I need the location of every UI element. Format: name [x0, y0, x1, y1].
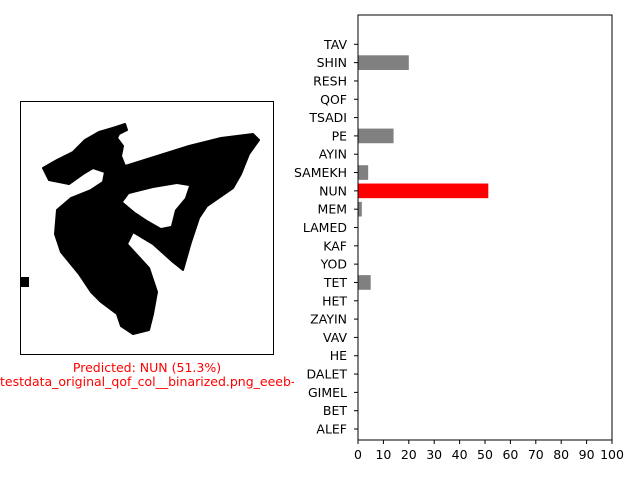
bar-samekh — [358, 165, 369, 180]
bar-nun — [358, 183, 489, 199]
x-tick-label-20: 20 — [401, 447, 417, 462]
y-tick-label-resh: RESH — [313, 73, 347, 88]
y-tick-label-bet: BET — [323, 403, 347, 418]
y-tick-label-samekh: SAMEKH — [294, 165, 347, 180]
y-tick-label-alef: ALEF — [316, 422, 347, 437]
y-tick-label-qof: QOF — [320, 92, 347, 107]
y-tick-label-nun: NUN — [319, 183, 347, 198]
y-tick-label-ayin: AYIN — [319, 147, 347, 162]
x-tick-label-40: 40 — [452, 447, 468, 462]
x-tick-label-100: 100 — [600, 447, 624, 462]
plot-frame — [357, 14, 613, 441]
bar-mem — [358, 201, 362, 217]
y-tick-label-tav: TAV — [323, 37, 347, 52]
y-tick-label-gimel: GIMEL — [308, 385, 347, 400]
filename-caption: testdata_original_qof_col__binarized.png… — [0, 374, 294, 389]
x-tick-label-90: 90 — [579, 447, 595, 462]
x-tick-label-30: 30 — [426, 447, 442, 462]
bar-pe — [358, 128, 394, 144]
y-tick-label-shin: SHIN — [317, 55, 347, 70]
y-tick-label-mem: MEM — [318, 202, 347, 217]
x-tick-label-10: 10 — [375, 447, 391, 462]
y-tick-label-dalet: DALET — [307, 367, 348, 382]
bar-shin — [358, 55, 409, 70]
y-tick-label-he: HE — [330, 348, 347, 363]
y-tick-label-yod: YOD — [320, 257, 347, 272]
y-tick-label-tsadi: TSADI — [308, 110, 347, 125]
hebrew-letter-image — [21, 123, 260, 335]
prediction-caption: Predicted: NUN (51.3%) — [72, 360, 222, 375]
y-tick-label-pe: PE — [332, 128, 348, 143]
x-tick-label-80: 80 — [553, 447, 569, 462]
y-tick-label-zayin: ZAYIN — [310, 312, 347, 327]
y-tick-label-tet: TET — [323, 275, 348, 290]
glyph-counter — [123, 184, 189, 228]
noise-speck — [21, 277, 29, 287]
glyph-stroke — [42, 123, 260, 335]
y-tick-label-het: HET — [322, 293, 347, 308]
x-tick-label-0: 0 — [354, 447, 362, 462]
y-tick-label-vav: VAV — [323, 330, 348, 345]
x-tick-label-60: 60 — [502, 447, 518, 462]
y-tick-label-kaf: KAF — [323, 238, 347, 253]
bar-tet — [358, 275, 371, 290]
x-tick-label-50: 50 — [477, 447, 493, 462]
input-image-panel — [20, 101, 274, 355]
x-tick-label-70: 70 — [528, 447, 544, 462]
y-tick-label-lamed: LAMED — [303, 220, 347, 235]
